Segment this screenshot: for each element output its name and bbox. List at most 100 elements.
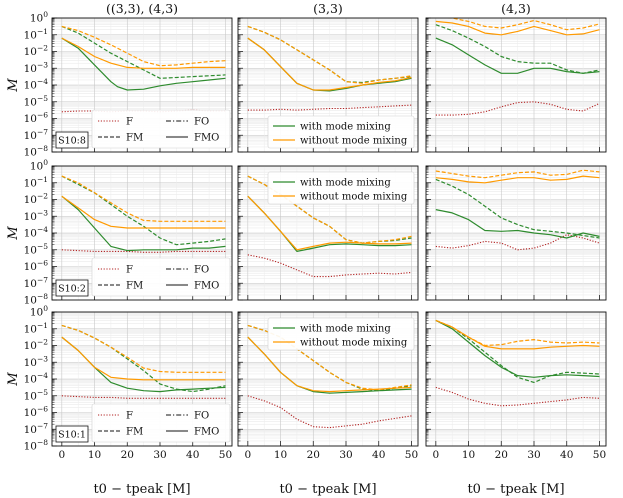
row-tag-box [55, 131, 89, 149]
x-axis-label: t0 − tpeak [M] [93, 482, 190, 497]
series-group [435, 18, 600, 116]
y-axis-label: M [6, 78, 21, 93]
panels-layer [51, 17, 607, 447]
legend-label: with mode mixing [300, 324, 391, 335]
legend-label: FM [126, 133, 143, 144]
y-tick-label: 10−7 [24, 275, 49, 290]
x-tick-label: 40 [372, 449, 385, 461]
series-group [435, 169, 600, 251]
y-tick-label: 10−4 [24, 77, 49, 92]
x-axis-label: t0 − tpeak [M] [467, 482, 564, 497]
mixing-legend: with mode mixing without mode mixing [267, 115, 415, 149]
row-tag-box [55, 279, 89, 297]
legend-box [267, 115, 415, 149]
y-tick-label: 10−6 [24, 259, 49, 274]
legend-label: F [126, 117, 133, 128]
y-axis-label: M [6, 372, 21, 387]
x-tick-label: 20 [307, 449, 320, 461]
y-tick-label: 10−1 [24, 175, 48, 190]
series-line-fo-orange [247, 25, 412, 84]
panel-frame [51, 17, 233, 153]
legend-label: FO [194, 265, 209, 276]
legend-label: F [126, 411, 133, 422]
panel-frame [51, 311, 233, 447]
y-tick-label: 10−7 [24, 127, 49, 142]
series-line-fo-orange [61, 324, 226, 373]
x-tick-label: 0 [432, 449, 439, 461]
series-line-fm-green [435, 24, 600, 74]
legend-label: FMO [194, 281, 219, 292]
legend-box [91, 403, 231, 443]
legend-label: FMO [194, 427, 219, 438]
panel-frame [237, 311, 419, 447]
style-legend: F FO FM FMO [91, 109, 231, 149]
series-line-fmo-orange [435, 319, 600, 350]
y-tick-label: 10−6 [24, 111, 49, 126]
panel-frame [425, 17, 607, 153]
y-tick-label: 10−1 [24, 321, 48, 336]
series-line-fmo-green [435, 319, 600, 378]
x-axis-label: t0 − tpeak [M] [279, 482, 376, 497]
series-line-f-red [247, 104, 412, 111]
legend-box [267, 317, 415, 351]
style-legend: F FO FM FMO [91, 257, 231, 297]
x-tick-label: 50 [219, 449, 232, 461]
x-tick-label: 0 [58, 449, 65, 461]
y-axis-label: M [6, 226, 21, 241]
y-tick-label: 100 [30, 158, 48, 173]
legend-label: FM [126, 427, 143, 438]
series-line-fmo-orange [247, 336, 412, 393]
x-tick-label: 10 [88, 449, 101, 461]
x-tick-label: 40 [560, 449, 573, 461]
y-tick-label: 10−4 [24, 225, 49, 240]
row-tag-label: S10:1 [58, 430, 86, 441]
series-line-f-red [247, 254, 412, 278]
legend-label: with mode mixing [300, 122, 391, 133]
legend-label: FO [194, 117, 209, 128]
panel-frame [237, 165, 419, 301]
series-line-fmo-orange [61, 336, 226, 381]
x-tick-label: 0 [244, 449, 251, 461]
series-line-fmo-green [435, 209, 600, 239]
panel-frame [51, 165, 233, 301]
series-line-fo-orange [61, 175, 226, 222]
legend-box [267, 171, 415, 205]
panel-0-2 [425, 17, 607, 153]
legend-label: without mode mixing [300, 136, 408, 147]
legend-label: F [126, 265, 133, 276]
x-tick-label: 10 [462, 449, 475, 461]
series-group [61, 324, 226, 399]
series-line-fmo-green [435, 37, 600, 74]
mixing-legend: with mode mixing without mode mixing [267, 317, 415, 351]
y-tick-label: 10−8 [24, 438, 49, 453]
x-tick-label: 50 [405, 449, 418, 461]
style-legend: F FO FM FMO [91, 403, 231, 443]
series-line-fmo-orange [435, 20, 600, 36]
column-title: (3,3) [313, 1, 343, 16]
legend-label: FM [126, 281, 143, 292]
legend-label: with mode mixing [300, 178, 391, 189]
y-tick-label: 10−3 [24, 354, 49, 369]
y-tick-label: 100 [30, 10, 48, 25]
mixing-legend: with mode mixing without mode mixing [267, 171, 415, 205]
x-tick-label: 30 [527, 449, 540, 461]
series-group [61, 175, 226, 253]
series-line-fmo-green [61, 195, 226, 252]
column-title: (4,3) [501, 1, 531, 16]
y-tick-label: 10−7 [24, 421, 49, 436]
legend-label: without mode mixing [300, 338, 408, 349]
panel-2-2 [425, 311, 607, 447]
series-group [435, 319, 600, 407]
x-tick-label: 50 [593, 449, 606, 461]
labels-layer: 10−810−710−610−510−410−310−210−110010−81… [6, 1, 606, 497]
series-group [247, 324, 412, 429]
y-tick-label: 10−2 [24, 338, 49, 353]
series-line-fmo-orange [61, 37, 226, 69]
y-tick-label: 10−2 [24, 44, 49, 59]
panel-1-2 [425, 165, 607, 301]
y-tick-label: 10−1 [24, 27, 48, 42]
series-line-f-red [247, 395, 412, 429]
y-tick-label: 10−8 [24, 144, 49, 159]
legend-box [91, 257, 231, 297]
